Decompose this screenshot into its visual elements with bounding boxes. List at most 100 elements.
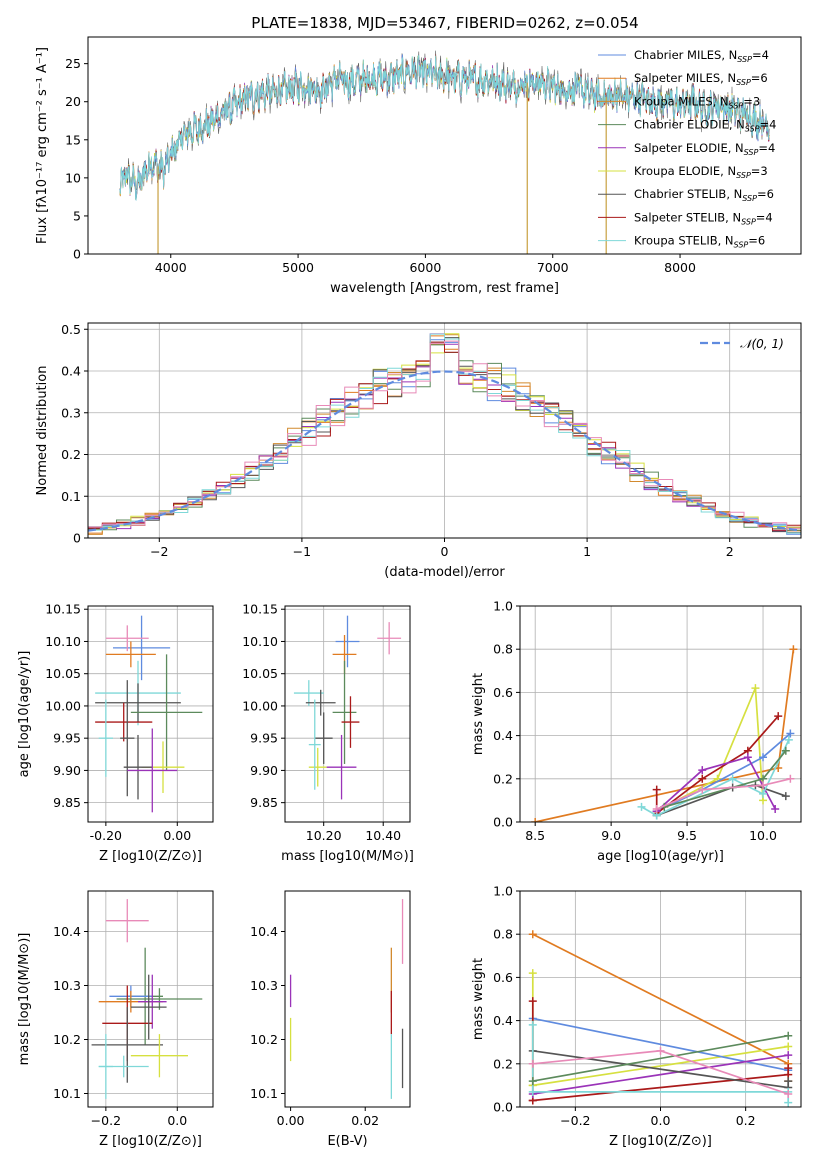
axes-frame (284, 605, 411, 823)
weight-marker (751, 684, 760, 693)
y-tick-label: 15 (65, 132, 81, 147)
y-tick-label: 0.0 (493, 815, 513, 830)
x-tick-label: 10.0 (749, 828, 777, 843)
axes-frame (284, 890, 411, 1108)
weight-marker (784, 1051, 793, 1060)
legend-subscript: SSP (736, 171, 751, 180)
y-tick-label: 0.8 (493, 642, 513, 657)
x-tick-label: 10.20 (306, 828, 342, 843)
x-tick-label: 2 (726, 544, 734, 559)
x-axis-label: wavelength [Angstrom, rest frame] (330, 281, 559, 296)
x-axis-label: Z [log10(Z/Z⊙)] (609, 1134, 712, 1149)
y-tick-label: 0.5 (61, 322, 81, 337)
weight-marker (786, 729, 795, 738)
legend-label: Kroupa MILES, NSSP=3 (634, 94, 760, 110)
y-tick-label: 0.2 (493, 771, 513, 786)
panel-mass_vs_EBV: 0.00 0.02 10.1 10.2 10.3 10.4 E(B-V) (250, 890, 411, 1149)
plot-area (119, 50, 770, 254)
plot-area (88, 606, 213, 822)
y-tick-label: 25 (65, 56, 81, 71)
y-tick-label: 10.2 (53, 1032, 81, 1047)
x-tick-label: −0.2 (91, 1113, 121, 1128)
x-tick-label: 0 (441, 544, 449, 559)
y-tick-label: 0.1 (61, 489, 81, 504)
x-axis-label: Z [log10(Z/Z⊙)] (99, 849, 202, 864)
y-tick-label: 9.85 (250, 795, 278, 810)
y-tick-label: 10.10 (45, 634, 81, 649)
weight-marker (698, 785, 707, 794)
weight-line (656, 732, 791, 812)
legend-count: =6 (751, 71, 768, 85)
y-axis-label: Normed distribution (35, 366, 50, 496)
legend-subscript: SSP (737, 55, 752, 64)
y-tick-label: 10.10 (242, 634, 278, 649)
panel-mass_weight_vs_Z: −0.2 0.0 0.2 0.0 0.2 0.4 0.6 0.8 1.0 Z [log10(Z/Z… (471, 884, 802, 1149)
axes-frame (519, 605, 802, 823)
x-axis-label: mass [log10(M/M⊙)] (281, 849, 414, 864)
y-tick-label: 0.6 (493, 685, 513, 700)
x-tick-label: 9.0 (601, 828, 621, 843)
weight-marker (528, 1059, 537, 1068)
axes-frame (87, 605, 214, 823)
legend-count: =4 (758, 141, 775, 155)
y-tick-label: 0.3 (61, 405, 81, 420)
x-tick-label: 9.5 (677, 828, 697, 843)
weight-line (532, 1034, 789, 1082)
x-tick-label: −1 (293, 544, 311, 559)
legend-label: Salpeter ELODIE, NSSP=4 (634, 141, 775, 157)
weight-marker (528, 1087, 537, 1096)
plot-area (520, 606, 801, 822)
histogram-series (88, 333, 801, 538)
y-tick-label: 0 (73, 247, 81, 262)
y-tick-label: 10.00 (45, 698, 81, 713)
x-tick-label: 0.0 (167, 1113, 187, 1128)
y-tick-label: 20 (65, 94, 81, 109)
legend-subscript: SSP (742, 194, 757, 203)
y-tick-label: 10.3 (53, 978, 81, 993)
x-tick-label: −2 (150, 544, 168, 559)
panel-spectrum: Chabrier MILES, NSSP=4 Salpeter MILES, NS… (35, 36, 802, 296)
y-tick-label: 1.0 (493, 884, 513, 899)
weight-marker (784, 1098, 793, 1107)
spectrum-line (119, 54, 770, 201)
weight-line (656, 777, 791, 810)
y-tick-label: 10.4 (250, 924, 278, 939)
weight-line (656, 687, 764, 812)
y-tick-label: 0.4 (493, 728, 513, 743)
weight-marker (781, 746, 790, 755)
y-tick-label: 0.8 (493, 927, 513, 942)
legend-count: =6 (757, 187, 774, 201)
legend-count: =4 (760, 118, 777, 132)
weight-marker (698, 774, 707, 783)
x-tick-label: 6000 (409, 260, 441, 275)
weight-marker (784, 1031, 793, 1040)
x-tick-label: 0.02 (351, 1113, 379, 1128)
x-axis-label: Z [log10(Z/Z⊙)] (99, 1134, 202, 1149)
x-tick-label: 4000 (155, 260, 187, 275)
x-tick-label: 0.0 (651, 1113, 671, 1128)
weight-marker (528, 1077, 537, 1086)
weight-line (532, 1054, 789, 1095)
weight-marker (743, 753, 752, 762)
legend: Chabrier MILES, NSSP=4 Salpeter MILES, NS… (598, 48, 776, 250)
weight-marker (528, 969, 537, 978)
y-tick-label: 0.2 (61, 447, 81, 462)
y-tick-label: 10.15 (242, 602, 278, 617)
weight-marker (759, 789, 768, 798)
weight-line (656, 756, 776, 812)
y-tick-label: 10 (65, 170, 81, 185)
legend-label: Kroupa STELIB, NSSP=6 (634, 234, 765, 250)
y-tick-label: 0.2 (493, 1056, 513, 1071)
x-tick-label: 10.40 (365, 828, 401, 843)
y-tick-label: 0.0 (493, 1100, 513, 1115)
weight-marker (784, 1042, 793, 1051)
panel-mass_weight_vs_age: 8.5 9.0 9.5 10.0 0.0 0.2 0.4 0.6 0.8 1.0 age [log1… (471, 599, 802, 864)
y-tick-label: 10.4 (53, 924, 81, 939)
weight-marker (759, 781, 768, 790)
legend-subscript: SSP (736, 78, 751, 87)
legend-count: =3 (751, 164, 768, 178)
panel-mass_vs_Z: −0.2 0.0 10.1 10.2 10.3 10.4 Z [log10(Z/Z⊙)] ma… (17, 890, 214, 1149)
weight-marker (698, 766, 707, 775)
y-tick-label: 9.90 (53, 763, 81, 778)
